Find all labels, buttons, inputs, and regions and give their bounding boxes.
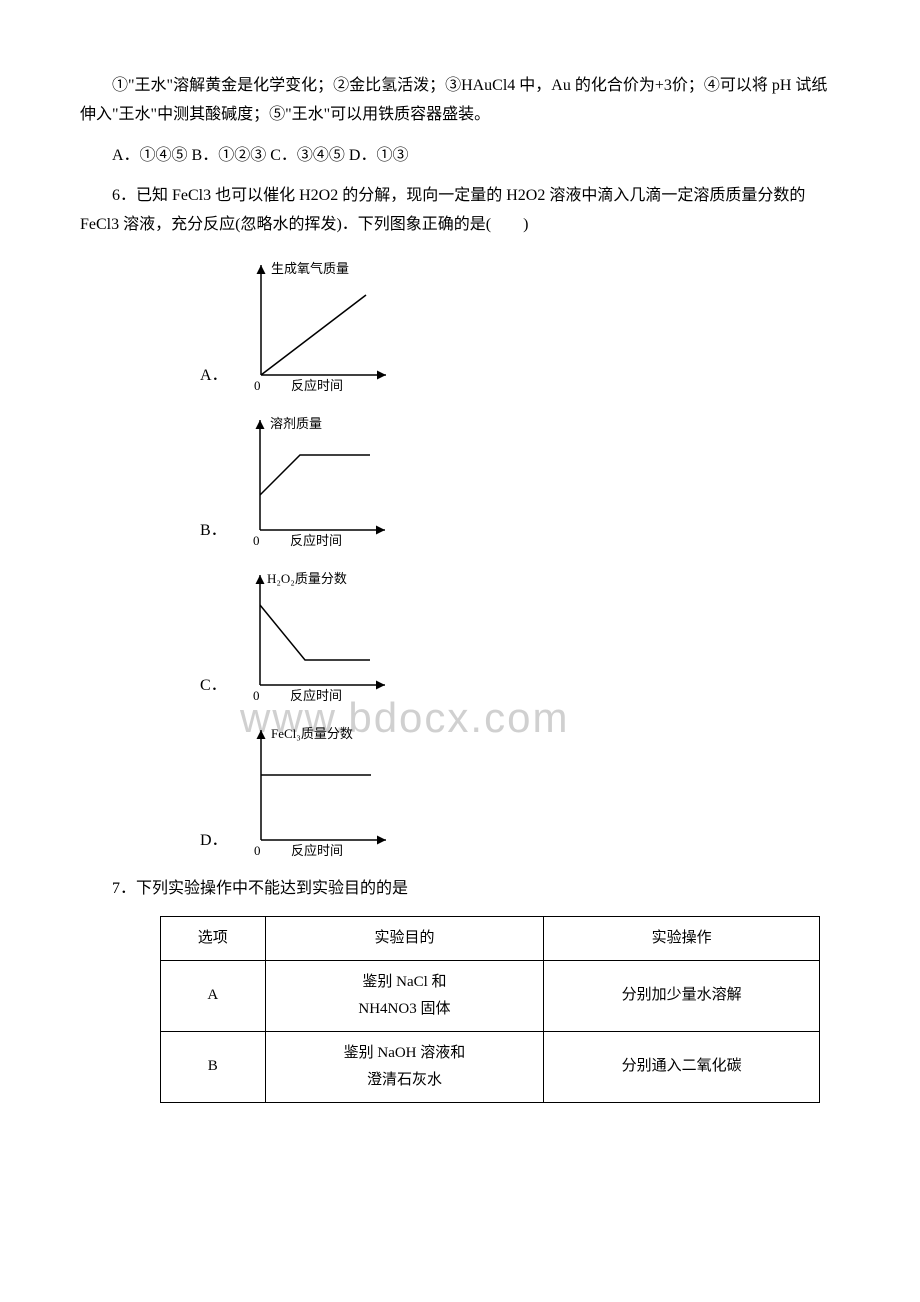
- table-cell: 鉴别 NaOH 溶液和 澄清石灰水: [265, 1031, 544, 1102]
- table-header-cell: 实验目的: [265, 916, 544, 960]
- chart-d-svg: FeCl₃质量分数 0 反应时间: [236, 720, 406, 860]
- table-cell: 鉴别 NaCl 和 NH4NO3 固体: [265, 960, 544, 1031]
- chart-a-svg: 生成氧气质量 0 反应时间: [236, 255, 406, 395]
- chart-b-svg: 溶剂质量 0 反应时间: [235, 410, 405, 550]
- chart-option-d: D． FeCl₃质量分数 0 反应时间: [200, 720, 840, 860]
- chart-a-xlabel: 反应时间: [291, 378, 343, 393]
- option-label-c: C．: [200, 672, 227, 705]
- experiment-table: 选项 实验目的 实验操作 A 鉴别 NaCl 和 NH4NO3 固体 分别加少量…: [160, 916, 820, 1103]
- chart-d-ylabel: FeCl₃质量分数: [271, 726, 353, 741]
- table-header-cell: 选项: [161, 916, 266, 960]
- page-content: ①"王水"溶解黄金是化学变化；②金比氢活泼；③HAuCl4 中，Au 的化合价为…: [80, 72, 840, 1103]
- table-row: B 鉴别 NaOH 溶液和 澄清石灰水 分别通入二氧化碳: [161, 1031, 820, 1102]
- q6-text: 6．已知 FeCl3 也可以催化 H2O2 的分解，现向一定量的 H2O2 溶液…: [80, 182, 840, 240]
- table-cell: B: [161, 1031, 266, 1102]
- option-label-d: D．: [200, 827, 228, 860]
- q7-text: 7．下列实验操作中不能达到实验目的的是: [80, 875, 840, 904]
- table-cell: 分别通入二氧化碳: [544, 1031, 820, 1102]
- option-label-a: A．: [200, 362, 228, 395]
- chart-option-c: C． H₂O₂质量分数 0 反应时间: [200, 565, 840, 705]
- chart-d-origin: 0: [254, 843, 261, 858]
- option-label-b: B．: [200, 517, 227, 550]
- chart-b-origin: 0: [253, 533, 260, 548]
- chart-option-a: A． 生成氧气质量 0 反应时间: [200, 255, 840, 395]
- chart-a-origin: 0: [254, 378, 261, 393]
- chart-c-svg: H₂O₂质量分数 0 反应时间: [235, 565, 405, 705]
- chart-b-xlabel: 反应时间: [290, 533, 342, 548]
- q5-options: A．①④⑤ B．①②③ C．③④⑤ D．①③: [80, 142, 840, 171]
- chart-c-xlabel: 反应时间: [290, 688, 342, 703]
- chart-d-xlabel: 反应时间: [291, 843, 343, 858]
- statement-text: ①"王水"溶解黄金是化学变化；②金比氢活泼；③HAuCl4 中，Au 的化合价为…: [80, 72, 840, 130]
- table-cell: 分别加少量水溶解: [544, 960, 820, 1031]
- table-row: A 鉴别 NaCl 和 NH4NO3 固体 分别加少量水溶解: [161, 960, 820, 1031]
- chart-b-ylabel: 溶剂质量: [270, 416, 322, 431]
- table-header-cell: 实验操作: [544, 916, 820, 960]
- chart-a-ylabel: 生成氧气质量: [271, 261, 349, 276]
- table-header-row: 选项 实验目的 实验操作: [161, 916, 820, 960]
- chart-c-origin: 0: [253, 688, 260, 703]
- chart-option-b: B． 溶剂质量 0 反应时间: [200, 410, 840, 550]
- chart-c-ylabel: H₂O₂质量分数: [267, 571, 347, 586]
- table-cell: A: [161, 960, 266, 1031]
